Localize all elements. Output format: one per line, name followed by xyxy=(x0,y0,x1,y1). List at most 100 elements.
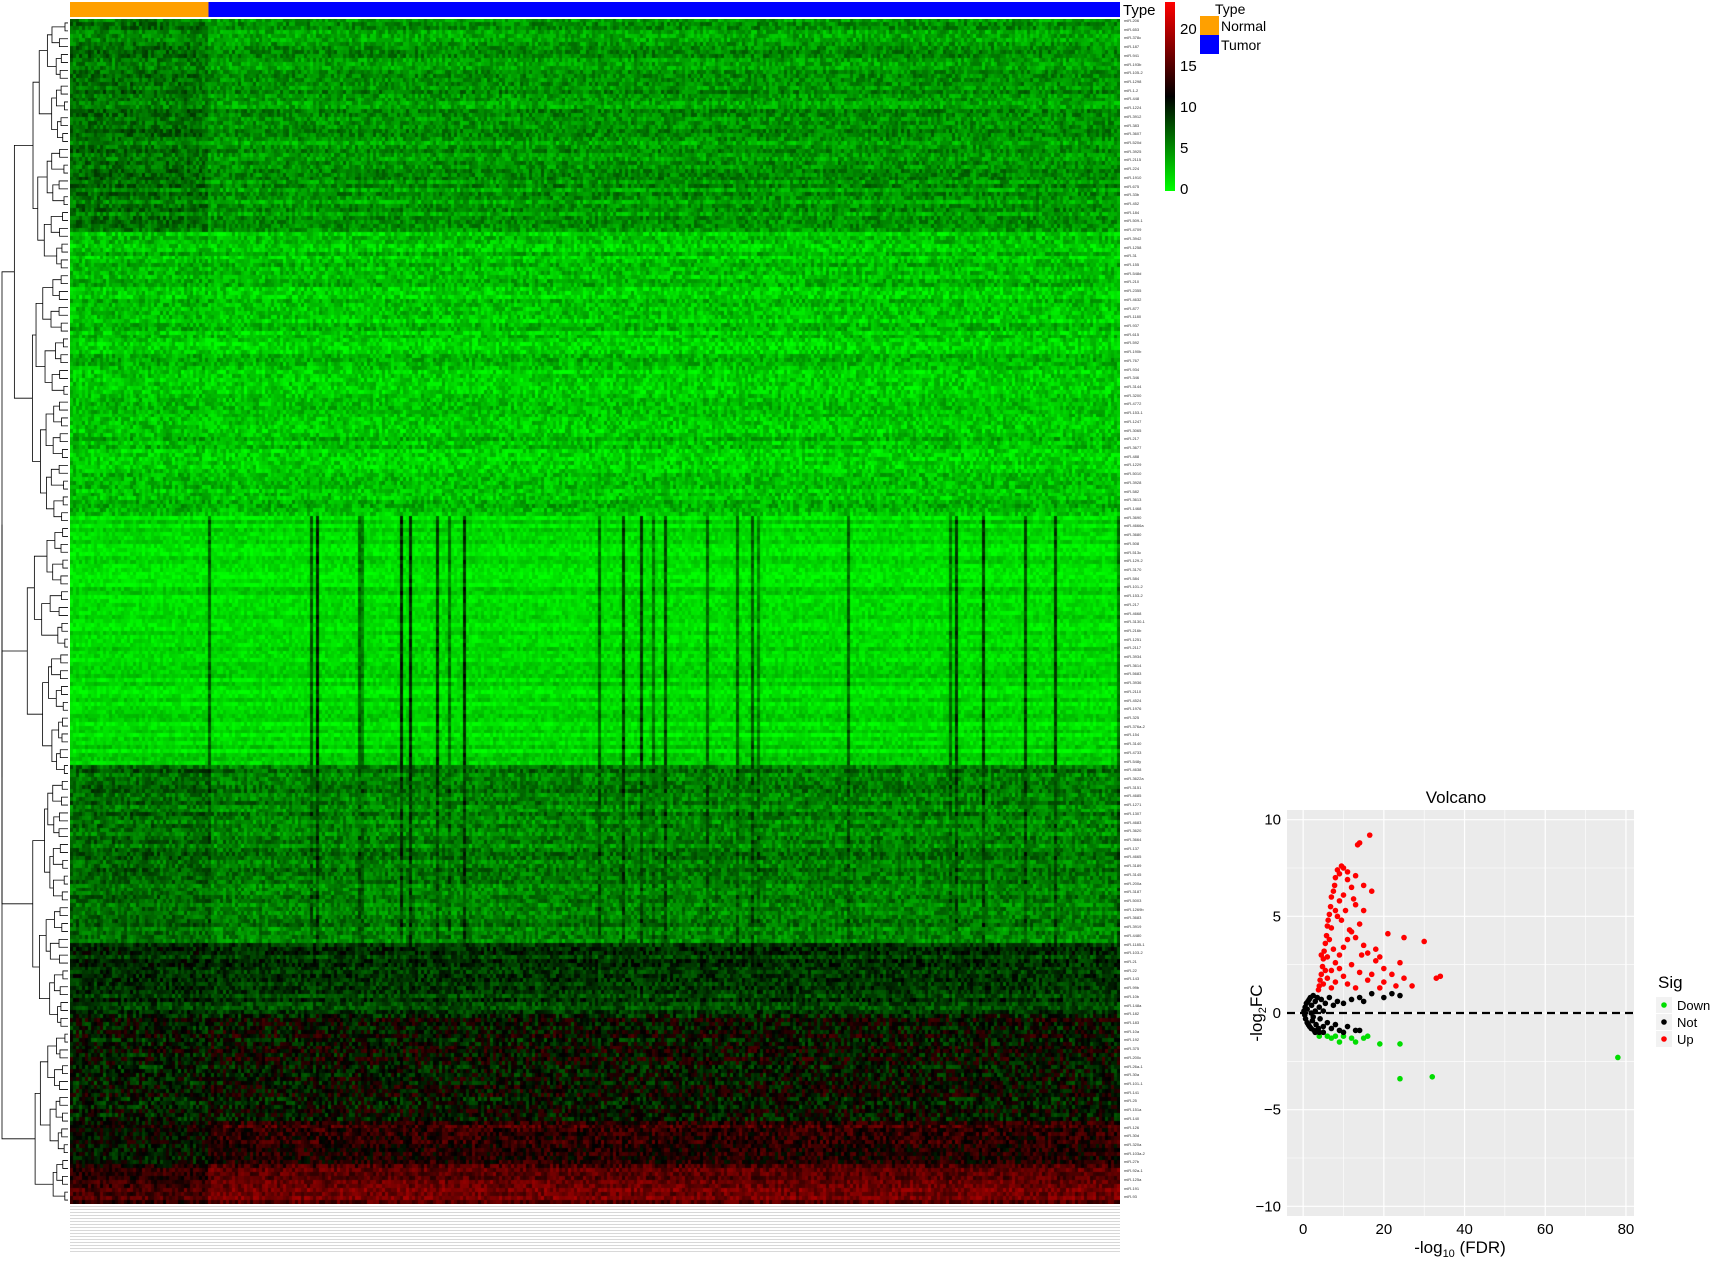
legend-item-normal: Normal xyxy=(1200,16,1266,35)
point-up xyxy=(1326,936,1333,943)
sample-label xyxy=(1057,1206,1060,1254)
row-label: miR-1224 xyxy=(1124,105,1142,111)
sample-label xyxy=(169,1206,172,1254)
row-label: miR-3607 xyxy=(1124,131,1142,137)
point-up xyxy=(1315,987,1322,993)
sample-label xyxy=(493,1206,496,1254)
sample-label xyxy=(589,1206,592,1254)
dendrogram-branch xyxy=(52,848,63,865)
sample-label xyxy=(889,1206,892,1254)
row-label: miR-1307 xyxy=(1124,810,1142,816)
sample-label xyxy=(220,1206,223,1254)
point-down xyxy=(1429,1074,1436,1080)
dendrogram-branch xyxy=(52,184,65,202)
row-label: miR-1258 xyxy=(1124,244,1142,250)
dendrogram-branch xyxy=(61,243,68,253)
dendrogram-branch xyxy=(60,322,68,332)
sample-label xyxy=(835,1206,838,1254)
sample-label xyxy=(73,1206,76,1254)
legend-key-up xyxy=(1661,1036,1667,1042)
point-up xyxy=(1372,946,1379,952)
sample-label xyxy=(172,1206,175,1254)
point-up xyxy=(1360,907,1367,914)
row-label: miR-92a-1 xyxy=(1124,1168,1143,1174)
sample-label xyxy=(274,1206,277,1254)
sample-label xyxy=(439,1206,442,1254)
point-up xyxy=(1321,948,1327,954)
sample-label xyxy=(769,1206,772,1254)
legend-label-up: Up xyxy=(1677,1032,1694,1047)
row-label: miR-103a-2 xyxy=(1124,1150,1145,1156)
row-label: miR-99b xyxy=(1124,985,1140,991)
sample-label xyxy=(250,1206,253,1254)
sample-label xyxy=(448,1206,451,1254)
sample-label xyxy=(877,1206,880,1254)
sample-label xyxy=(1114,1206,1117,1254)
sample-label xyxy=(694,1206,697,1254)
sample-label xyxy=(829,1206,832,1254)
sample-label xyxy=(187,1206,190,1254)
row-label: miR-325 xyxy=(1124,715,1140,721)
dendrogram-branch xyxy=(59,1096,68,1106)
sample-label xyxy=(1075,1206,1078,1254)
point-up xyxy=(1348,961,1355,968)
dendrogram-branch xyxy=(63,164,68,174)
dendrogram-branch xyxy=(59,401,68,411)
dendrogram-branch xyxy=(59,844,68,853)
y-tick-label: −10 xyxy=(1256,1198,1281,1215)
sample-label xyxy=(301,1206,304,1254)
dendrogram-branch xyxy=(58,607,68,616)
sample-label xyxy=(595,1206,598,1254)
dendrogram-branch xyxy=(42,682,52,747)
row-label: miR-184 xyxy=(1124,209,1140,215)
sample-label xyxy=(415,1206,418,1254)
sample-label xyxy=(82,1206,85,1254)
point-up xyxy=(1336,898,1343,904)
row-label: miR-3145 xyxy=(1124,871,1142,877)
sample-label xyxy=(91,1206,94,1254)
sample-label xyxy=(196,1206,199,1254)
sample-label xyxy=(820,1206,823,1254)
sample-label xyxy=(547,1206,550,1254)
row-label: miR-200a xyxy=(1124,880,1142,886)
sample-label xyxy=(106,1206,109,1254)
point-down xyxy=(1336,1039,1343,1045)
x-tick-label: 60 xyxy=(1537,1221,1554,1238)
sample-label xyxy=(973,1206,976,1254)
sample-label xyxy=(646,1206,649,1254)
point-up xyxy=(1326,911,1333,918)
sample-label xyxy=(457,1206,460,1254)
row-label: miR-3170 xyxy=(1124,566,1142,572)
dendrogram-branch xyxy=(59,907,68,917)
sample-label xyxy=(463,1206,466,1254)
point-up xyxy=(1352,934,1359,941)
row-label: miR-210 xyxy=(1124,279,1140,285)
point-up xyxy=(1328,894,1335,900)
sample-label xyxy=(913,1206,916,1254)
sample-label xyxy=(649,1206,652,1254)
point-not xyxy=(1320,1023,1327,1030)
sample-label xyxy=(247,1206,250,1254)
point-not xyxy=(1322,1000,1329,1007)
dendrogram-branch xyxy=(53,405,62,423)
dendrogram-branch xyxy=(62,717,68,727)
row-label: miR-190b xyxy=(1124,349,1142,355)
sample-label xyxy=(670,1206,673,1254)
sample-label xyxy=(850,1206,853,1254)
dendrogram-branch xyxy=(46,160,53,194)
point-down xyxy=(1397,1075,1403,1082)
sample-label xyxy=(163,1206,166,1254)
point-up xyxy=(1338,863,1345,869)
sample-label xyxy=(796,1206,799,1254)
sample-label xyxy=(349,1206,352,1254)
dendrogram-branch xyxy=(63,1144,68,1154)
point-up xyxy=(1324,954,1331,960)
row-label: miR-3140 xyxy=(1124,741,1142,747)
point-up xyxy=(1319,963,1326,970)
sample-label xyxy=(397,1206,400,1254)
point-up xyxy=(1385,930,1391,937)
sample-label xyxy=(976,1206,979,1254)
row-label: miR-216b xyxy=(1124,627,1142,633)
sample-label xyxy=(658,1206,661,1254)
sample-label xyxy=(997,1206,1000,1254)
